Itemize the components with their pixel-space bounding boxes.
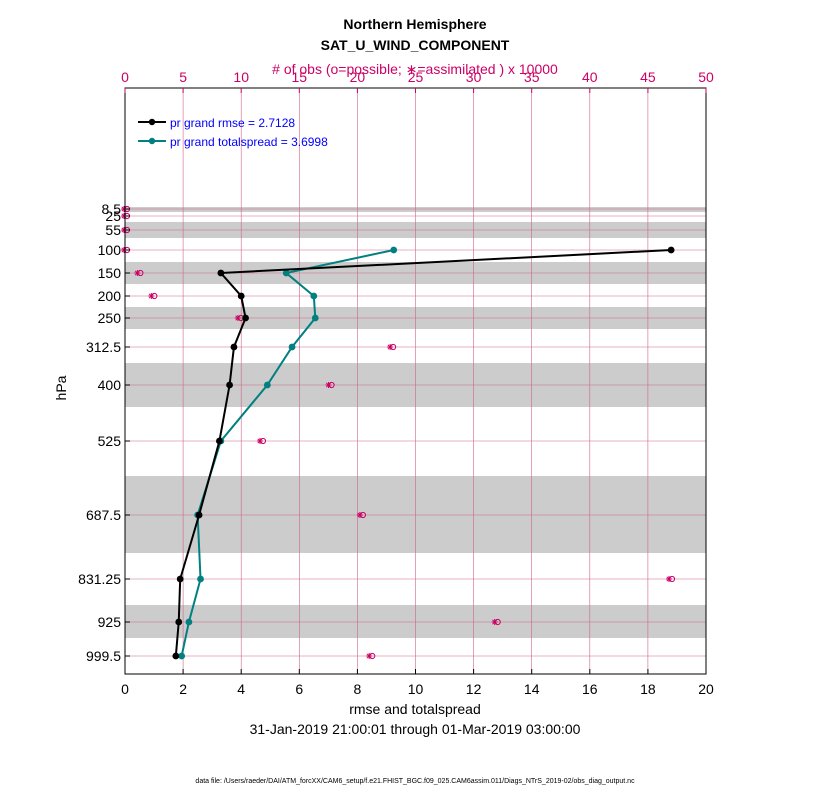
chart-title: Northern Hemisphere: [343, 16, 486, 32]
top-axis-label: # of obs (o=possible; ∗=assimilated ) x …: [272, 61, 558, 77]
y-tick-label: 250: [98, 310, 122, 326]
obs-assimilated-marker: [325, 382, 332, 388]
rmse-point: [667, 246, 675, 254]
obs-assimilated-marker: [387, 344, 394, 350]
y-tick-label: 312.5: [86, 339, 121, 355]
series-lines: [172, 246, 675, 660]
obs-assimilated-marker: [356, 512, 363, 518]
y-tick-label: 525: [98, 433, 122, 449]
obs-star-stroke: [257, 438, 263, 444]
top-tick-label: 10: [233, 69, 249, 85]
obs-star-stroke: [366, 653, 372, 659]
y-tick-label: 25: [105, 208, 121, 224]
obs-assimilated-marker: [366, 653, 373, 659]
top-tick-label: 15: [292, 69, 308, 85]
top-tick-label: 35: [524, 69, 540, 85]
y-tick-label: 925: [98, 614, 122, 630]
top-tick-label: 0: [121, 69, 129, 85]
top-tick-label: 40: [582, 69, 598, 85]
obs-star-stroke: [357, 512, 363, 518]
rmse-point: [195, 511, 203, 519]
obs-star-stroke: [134, 270, 140, 276]
y-tick-label: 150: [98, 265, 122, 281]
legend-spread-marker: [148, 137, 156, 145]
x-tick-label: 18: [640, 681, 656, 697]
top-tick-label: 5: [179, 69, 187, 85]
y-tick-label: 831.25: [78, 571, 121, 587]
totalspread-point: [282, 269, 290, 277]
x-tick-label: 0: [121, 681, 129, 697]
obs-star-stroke: [492, 619, 498, 625]
legend-spread-label: pr grand totalspread = 3.6998: [170, 135, 328, 149]
totalspread-point: [288, 343, 296, 351]
top-tick-label: 45: [640, 69, 656, 85]
totalspread-point: [310, 292, 318, 300]
y-axis-label: hPa: [53, 375, 69, 400]
obs-star-stroke: [666, 576, 672, 582]
rmse-point: [230, 343, 238, 351]
obs-assimilated-marker: [256, 438, 263, 444]
totalspread-point: [185, 618, 193, 626]
rmse-point: [175, 618, 183, 626]
rmse-point: [237, 292, 245, 300]
x-tick-label: 2: [179, 681, 187, 697]
obs-assimilated-marker: [234, 315, 241, 321]
obs-star-stroke: [148, 293, 154, 299]
rmse-point: [216, 437, 223, 445]
x-axis-label: rmse and totalspread: [349, 701, 481, 717]
rmse-point: [172, 652, 180, 660]
legend-rmse-marker: [148, 118, 156, 126]
rmse-point: [226, 381, 233, 389]
x-tick-label: 16: [582, 681, 598, 697]
y-tick-label: 687.5: [86, 507, 121, 523]
x-tick-label: 14: [524, 681, 540, 697]
obs-assimilated-marker: [134, 270, 141, 276]
obs-star-stroke: [235, 315, 241, 321]
top-tick-label: 25: [408, 69, 424, 85]
y-tick-label: 400: [98, 377, 122, 393]
y-tick-label: 200: [98, 288, 122, 304]
obs-assimilated-marker: [491, 619, 498, 625]
rmse-point: [176, 575, 184, 583]
totalspread-point: [178, 652, 186, 660]
gridlines: [125, 88, 706, 674]
x-tick-label: 4: [237, 681, 245, 697]
chart-subtitle: SAT_U_WIND_COMPONENT: [321, 37, 510, 53]
x-tick-label: 10: [408, 681, 424, 697]
y-tick-label: 8.5: [102, 201, 122, 217]
obs-star-stroke: [325, 382, 332, 388]
totalspread-point: [390, 246, 398, 254]
y-tick-label: 55: [105, 222, 121, 238]
x-tick-label: 8: [354, 681, 362, 697]
legend: pr grand rmse = 2.7128 pr grand totalspr…: [138, 116, 328, 149]
totalspread-point: [311, 314, 319, 322]
rmse-point: [242, 314, 249, 322]
top-axis-ticks: 0 5 10 15 20 25 30 35 40 45 50: [121, 69, 714, 93]
y-tick-label: 100: [98, 242, 122, 258]
top-tick-label: 30: [466, 69, 482, 85]
obs-assimilated-marker: [148, 293, 155, 299]
obs-assimilated-marker: [665, 576, 672, 582]
footnote: data file: /Users/raeder/DAI/ATM_forcXX/…: [195, 778, 635, 785]
date-range: 31-Jan-2019 21:00:01 through 01-Mar-2019…: [250, 721, 581, 737]
obs-star-stroke: [387, 344, 393, 350]
y-tick-label: 999.5: [86, 648, 121, 664]
top-tick-label: 20: [350, 69, 366, 85]
legend-rmse-label: pr grand rmse = 2.7128: [170, 116, 295, 130]
top-tick-label: 50: [698, 69, 714, 85]
totalspread-point: [263, 381, 271, 389]
x-tick-label: 12: [466, 681, 482, 697]
rmse-point: [217, 269, 225, 277]
totalspread-point: [197, 575, 204, 583]
bottom-axis-ticks: 0 2 4 6 8 10 12 14 16 18 20: [121, 669, 714, 697]
x-tick-label: 20: [698, 681, 714, 697]
x-tick-label: 6: [295, 681, 303, 697]
